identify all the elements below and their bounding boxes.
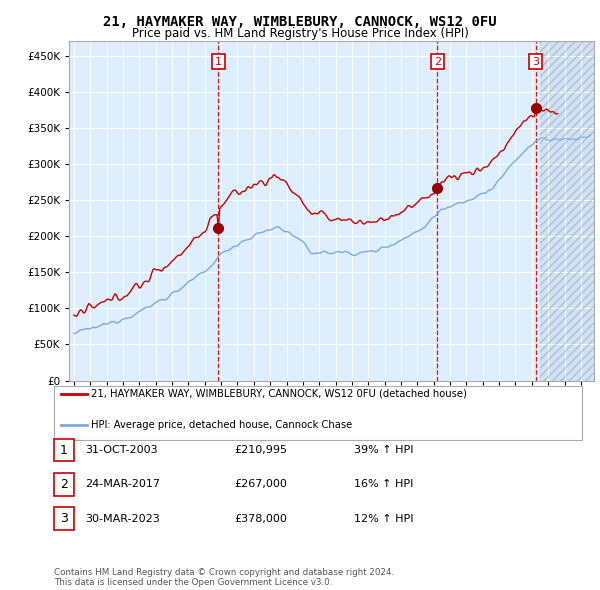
Text: 1: 1 [60,444,68,457]
Text: 1: 1 [215,57,222,67]
Text: 21, HAYMAKER WAY, WIMBLEBURY, CANNOCK, WS12 0FU: 21, HAYMAKER WAY, WIMBLEBURY, CANNOCK, W… [103,15,497,29]
Text: £267,000: £267,000 [234,480,287,489]
Text: 31-OCT-2003: 31-OCT-2003 [85,445,158,455]
Text: 21, HAYMAKER WAY, WIMBLEBURY, CANNOCK, WS12 0FU (detached house): 21, HAYMAKER WAY, WIMBLEBURY, CANNOCK, W… [91,389,467,398]
Bar [540,41,594,381]
Text: 3: 3 [60,512,68,525]
Text: Price paid vs. HM Land Registry's House Price Index (HPI): Price paid vs. HM Land Registry's House … [131,27,469,40]
Text: 16% ↑ HPI: 16% ↑ HPI [354,480,413,489]
Text: 2: 2 [60,478,68,491]
Bar [540,41,594,381]
Text: 2: 2 [434,57,441,67]
Text: 3: 3 [532,57,539,67]
Text: HPI: Average price, detached house, Cannock Chase: HPI: Average price, detached house, Cann… [91,420,352,430]
Text: 12% ↑ HPI: 12% ↑ HPI [354,514,413,523]
Text: £378,000: £378,000 [234,514,287,523]
Text: 30-MAR-2023: 30-MAR-2023 [85,514,160,523]
Text: £210,995: £210,995 [234,445,287,455]
Text: Contains HM Land Registry data © Crown copyright and database right 2024.
This d: Contains HM Land Registry data © Crown c… [54,568,394,587]
Text: 24-MAR-2017: 24-MAR-2017 [85,480,160,489]
Text: 39% ↑ HPI: 39% ↑ HPI [354,445,413,455]
